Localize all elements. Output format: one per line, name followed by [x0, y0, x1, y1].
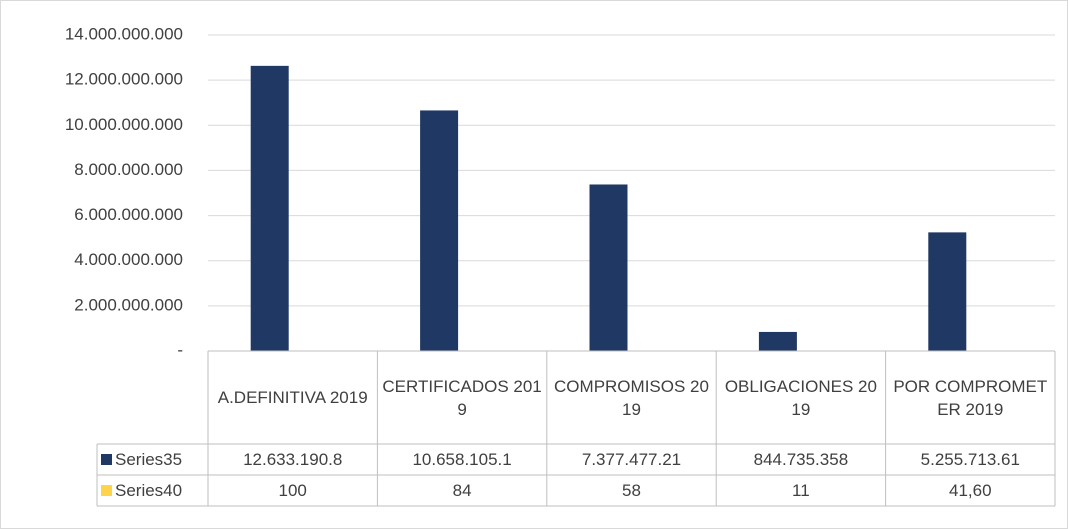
table-value: 100: [278, 481, 307, 500]
bar: [250, 65, 289, 352]
legend-entry: Series35: [97, 444, 208, 475]
bar: [420, 110, 459, 352]
table-value: 11: [792, 481, 810, 500]
y-tick-label: -: [177, 340, 183, 359]
table-value: 5.255.713.61: [920, 450, 1020, 469]
table-value: 84: [452, 481, 472, 500]
y-tick-label: 14.000.000.000: [65, 24, 183, 43]
category-label: POR COMPROMETER 2019: [893, 376, 1048, 419]
bar: [758, 331, 797, 351]
category-label: A.DEFINITIVA 2019: [217, 388, 368, 407]
bar: [928, 232, 967, 351]
bar: [589, 184, 628, 351]
legend-entry: Series40: [97, 475, 208, 506]
legend-swatch: [101, 454, 112, 465]
category-label: COMPROMISOS 2019: [554, 376, 709, 419]
table-value: 12.633.190.8: [243, 450, 343, 469]
table-value: 41,60: [949, 481, 992, 500]
y-tick-label: 4.000.000.000: [74, 250, 183, 269]
y-tick-label: 10.000.000.000: [65, 115, 183, 134]
legend-label: Series35: [115, 450, 183, 469]
y-tick-label: 6.000.000.000: [74, 205, 183, 224]
category-label: CERTIFICADOS 2019: [382, 376, 542, 419]
legend-swatch: [101, 485, 112, 496]
table-value: 58: [622, 481, 641, 500]
category-label: OBLIGACIONES 2019: [724, 376, 877, 419]
y-tick-label: 12.000.000.000: [65, 70, 183, 89]
table-value: 844.735.358: [753, 450, 849, 469]
legend-label: Series40: [115, 481, 183, 500]
y-tick-label: 2.000.000.000: [74, 295, 183, 314]
table-value: 10.658.105.1: [412, 450, 512, 469]
table-value: 7.377.477.21: [581, 450, 682, 469]
y-tick-label: 8.000.000.000: [74, 160, 183, 179]
